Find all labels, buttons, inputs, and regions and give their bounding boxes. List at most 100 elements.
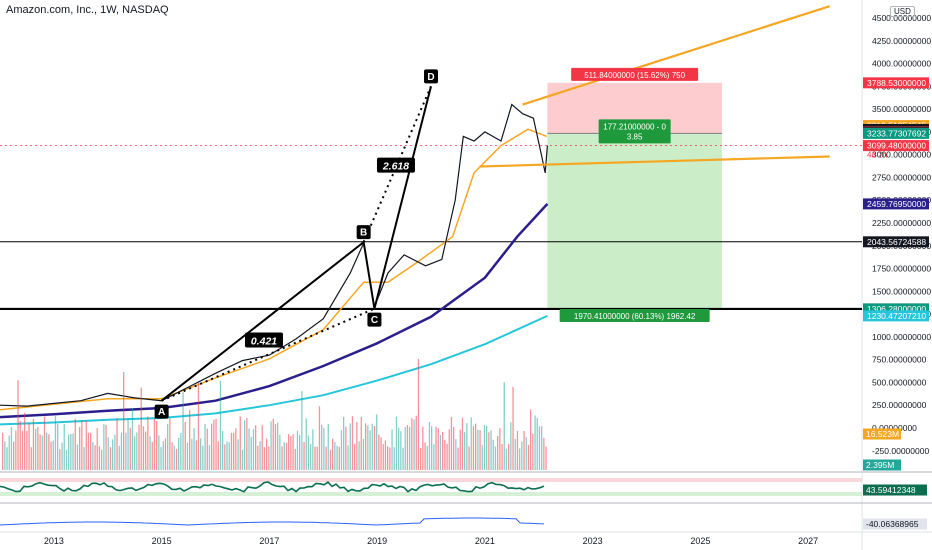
volume-bar [70,434,72,470]
volume-bar [277,422,279,470]
currency-label[interactable]: USD [890,6,915,17]
volume-bar [299,434,301,470]
x-tick-label: 2019 [367,536,387,546]
volume-bar [81,420,83,470]
volume-bar [213,419,215,470]
volume-bar [197,382,200,470]
subpanel-tag-bg [863,484,927,496]
volume-bar [63,424,65,470]
volume-bar [453,426,455,470]
volume-bar [431,426,433,470]
volume-bar [28,422,30,470]
volume-bar [417,358,420,470]
volume-bar [41,435,43,470]
volume-bar [233,432,235,470]
y-tick-label: 1750.00000000 [872,264,931,274]
volume-bar [527,445,530,470]
volume-bar [479,430,481,470]
volume-bar [237,439,239,470]
volume-bar [263,447,266,470]
volume-bar [318,406,321,470]
volume-bar [325,446,327,470]
y-tick-label: 1500.00000000 [872,286,931,296]
pattern-point-label: A [158,407,165,418]
volume-bar [301,391,303,470]
y-tick-label: 3500.00000000 [872,104,931,114]
volume-bar [338,446,340,470]
volume-bar [96,428,98,470]
volume-bar [391,429,393,470]
volume-bar [435,426,437,470]
volume-bar [369,430,371,470]
volume-bar [332,438,334,470]
volume-bar [475,423,477,470]
subpanel-tag: -40.06368965 [866,519,919,529]
volume-bar [4,441,6,470]
volume-bar [274,424,277,470]
trendline-1 [479,155,830,168]
volume-bar [382,444,384,470]
subpanel-tag: 16.523M [866,429,899,439]
volume-bar [101,449,103,470]
price-tag: 3788.53000000 [867,78,926,88]
volume-bar [420,447,422,470]
volume-bar [508,443,510,470]
volume-bar [162,441,164,470]
volume-bar [439,434,442,470]
price-tag: 1230.47207210 [867,311,926,321]
chart-title: Amazon.com, Inc., 1W, NASDAQ [6,4,169,16]
volume-bar [472,426,475,470]
volume-bar [354,443,356,470]
volume-bar [428,421,431,470]
volume-bar [10,426,13,470]
volume-bar [140,387,142,470]
volume-bar [362,438,365,470]
price-tag-bg [863,310,929,322]
volume-bar [120,432,123,470]
volume-bar [459,429,461,470]
volume-bar [387,446,389,470]
y-tick-label: 750.00000000 [872,355,927,365]
pattern-point-box [154,404,169,419]
volume-bar [169,418,171,470]
volume-bar [409,426,411,470]
volume-bar [136,432,138,470]
x-tick-label: 2021 [475,536,495,546]
volume-bar [413,419,415,470]
volume-bar [483,425,486,470]
volume-bar [222,431,224,470]
volume-bar [257,445,259,470]
volume-bar [281,446,283,470]
volume-bar [200,438,202,470]
volume-bar [230,432,233,470]
price-tag: 2459.76950000 [867,199,926,209]
volume-bar [501,443,503,470]
subpanel-tag: 43.59412348 [866,485,916,495]
y-tick-label: 4000.00000000 [872,59,931,69]
volume-bar [323,427,325,470]
volume-bar [235,428,237,470]
pattern-leg-cd [373,86,432,309]
volume-bar [255,425,257,470]
pattern-leg-bc [362,241,376,309]
x-tick-label: 2017 [259,536,279,546]
pattern-point-a: A [154,404,169,419]
volume-bar [103,424,105,470]
volume-bar [316,446,318,470]
price-tag-bg [863,236,929,248]
volume-bar [52,440,54,470]
volume-bar [415,415,417,470]
volume-bar [442,431,444,470]
volume-bar [347,445,349,470]
pattern-point-label: B [360,228,367,239]
volume-bar [134,436,136,470]
x-tick-label: 2023 [583,536,603,546]
volume-bar [279,434,281,470]
volume-bar [239,416,241,470]
volume-bar [437,428,439,470]
pattern-leg-ab [161,241,365,402]
volume-bar [261,425,263,470]
pattern-point-label: C [371,315,378,326]
y-tick-label: 1000.00000000 [872,332,931,342]
